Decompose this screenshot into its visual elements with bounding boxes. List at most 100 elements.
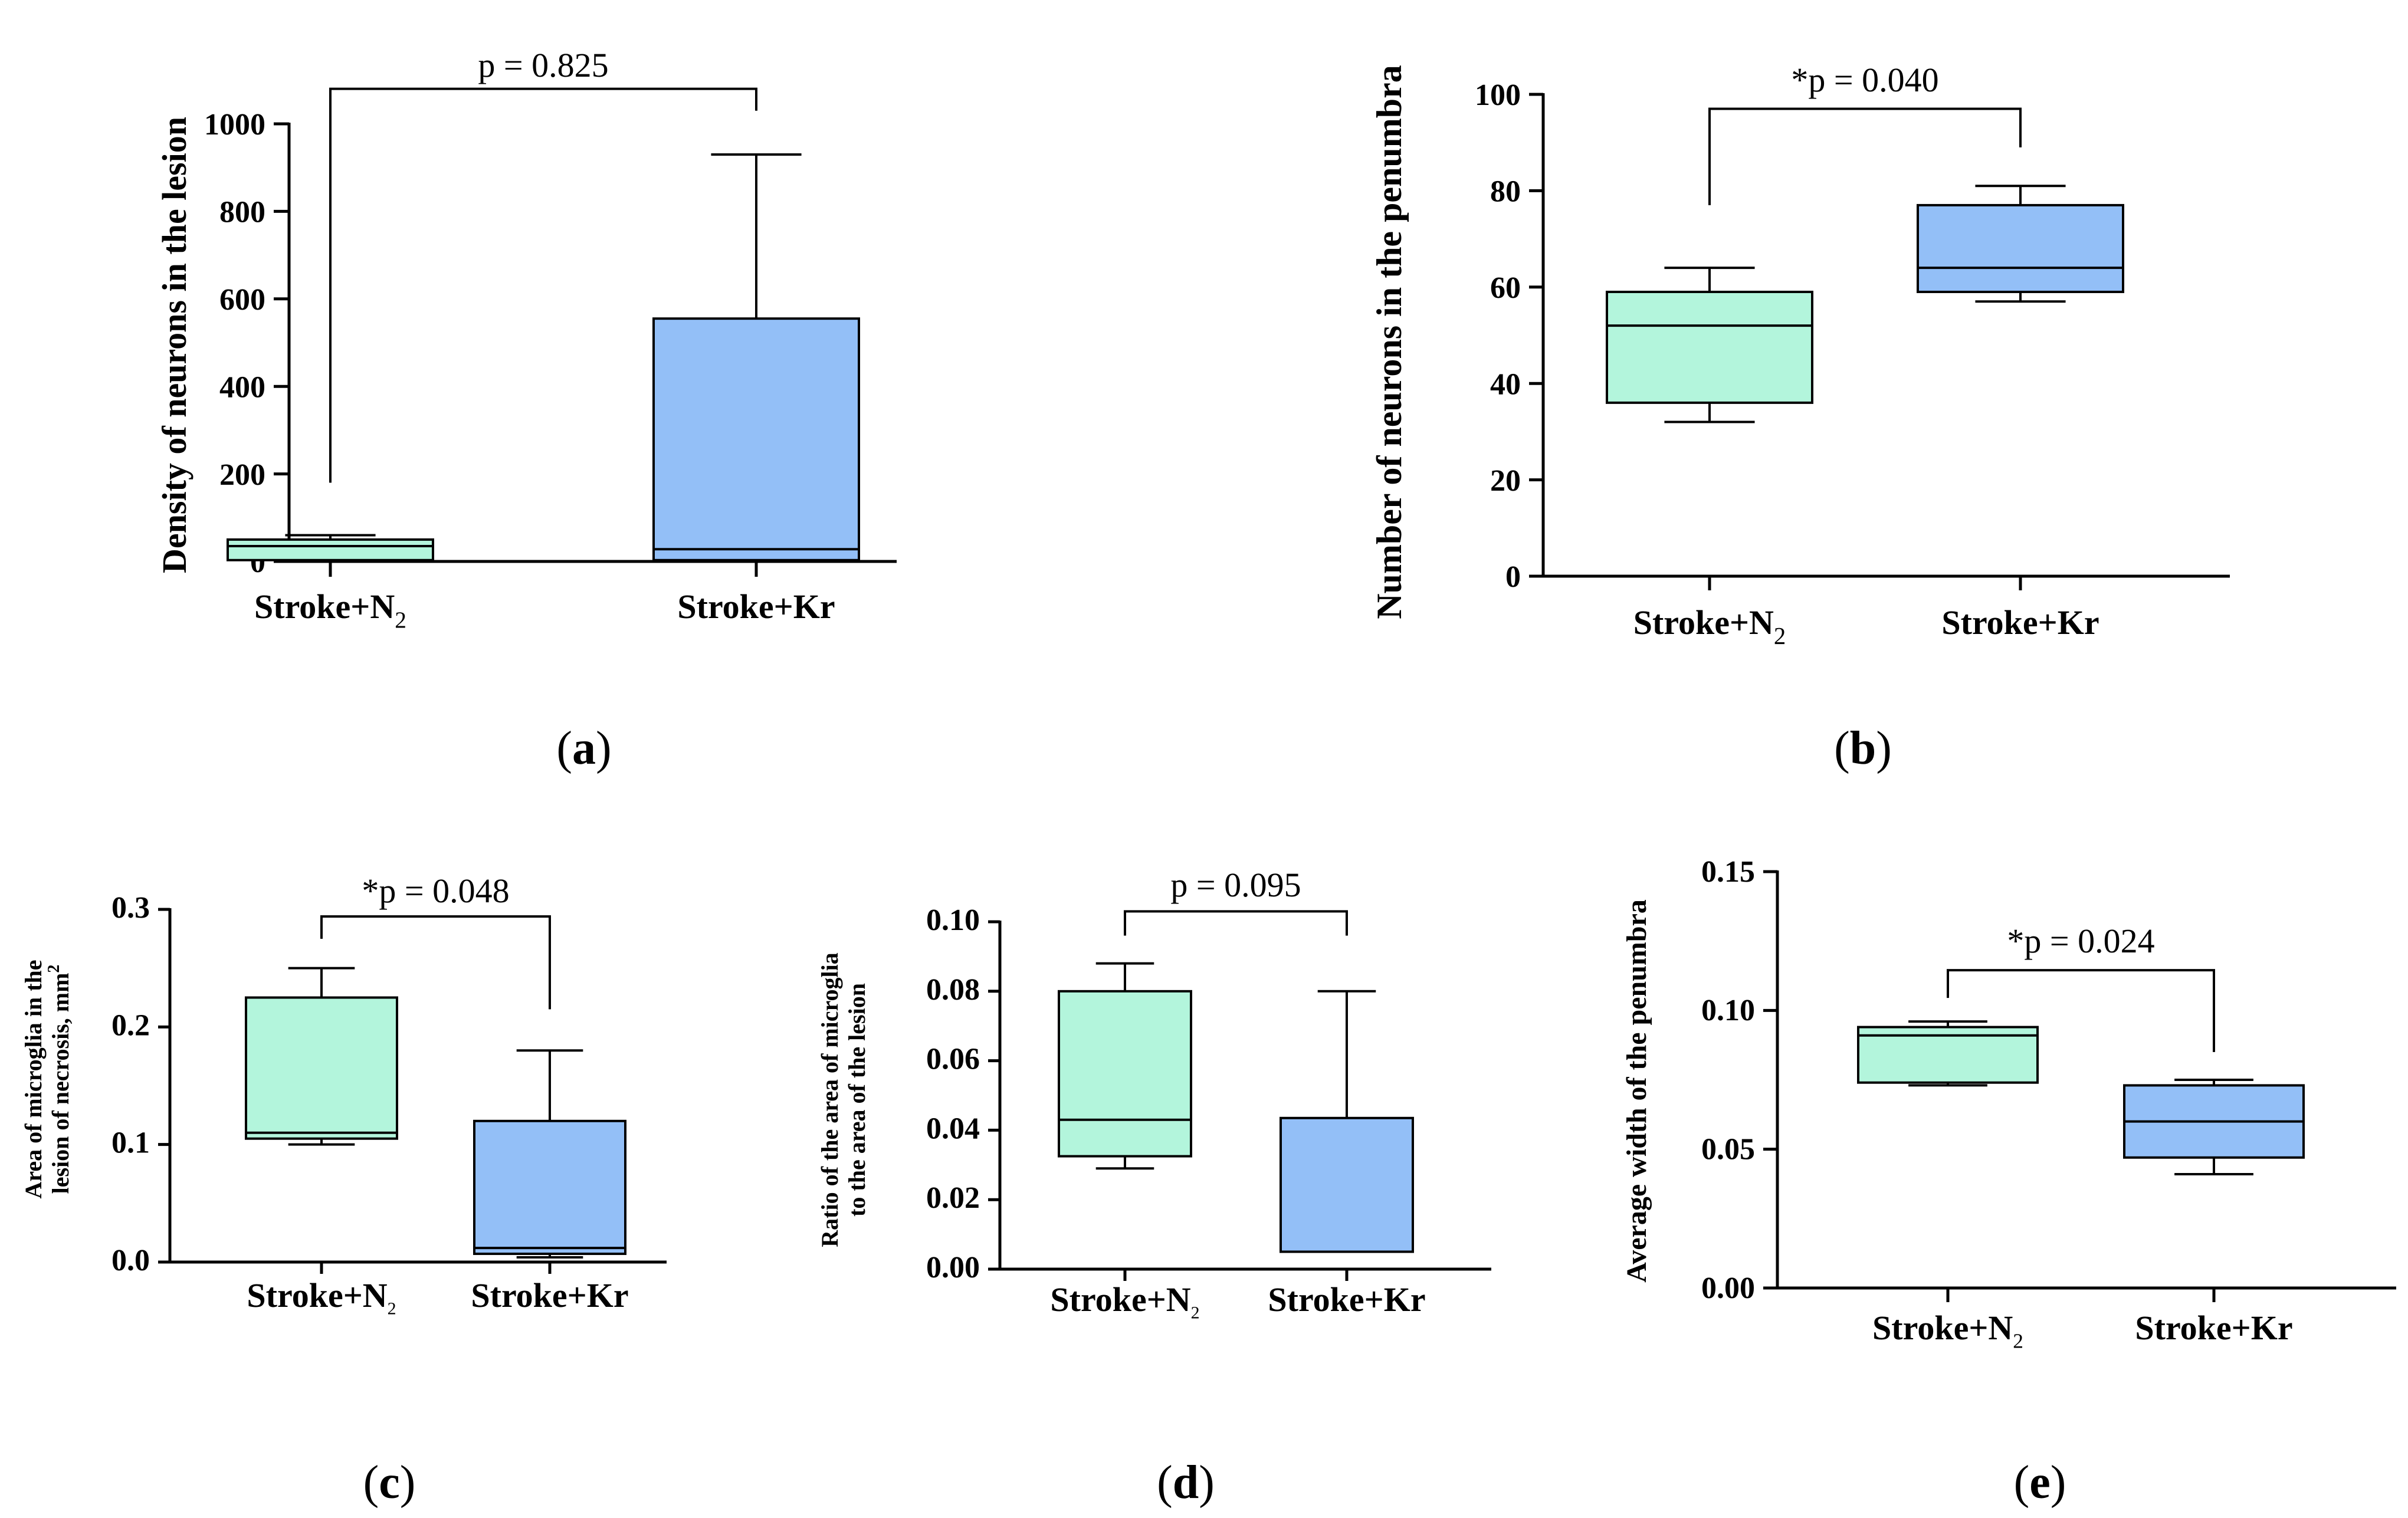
panel-b: 0 20 40 60 80 100 Stroke+N2 Stroke+Kr *p = 0.040… [1370,61,2230,774]
y-axis-label: Number of neurons in the penumbra [1370,65,1409,619]
category-text: Stroke+Kr [1941,603,2099,642]
panel-label-letter: d [1173,1457,1199,1509]
p-value-label: p = 0.095 [1170,866,1301,904]
y-tick-label: 20 [1490,464,1521,498]
p-value-label: p = 0.825 [478,46,608,84]
category-text: Stroke+Kr [2135,1309,2292,1347]
y-axis-label: Average width of the penumbra [1621,899,1652,1283]
panel-e: 0.00 0.05 0.10 0.15 Stroke+N2 Stroke+Kr *p = 0… [1621,855,2396,1509]
x-category-label: Stroke+N2 [1633,603,1786,649]
significance-bracket [1708,107,2022,205]
y-tick-label: 0.06 [926,1043,980,1076]
category-text: Stroke+Kr [471,1276,628,1315]
y-tick-label: 0.10 [1701,994,1755,1027]
box-stroke-n2 [245,996,398,1140]
panel-label: (c) [363,1457,416,1509]
x-category-label: Stroke+N2 [1050,1280,1199,1322]
box-stroke-n2 [1058,990,1192,1158]
panel-label-paren: ( [363,1457,379,1509]
panel-label-letter: e [2029,1457,2051,1509]
y-tick-label: 0.04 [926,1112,980,1145]
panel-label: (d) [1157,1457,1215,1509]
category-subscript: 2 [388,1299,396,1318]
y-tick-label: 60 [1490,271,1521,305]
y-tick-label: 0.10 [926,903,980,937]
y-tick-label: 1000 [204,108,265,142]
category-subscript: 2 [395,607,406,633]
y-axis-label: Density of neurons in the lesion [155,117,193,573]
y-tick-label: 0 [1505,560,1521,594]
y-tick-label: 100 [1475,78,1521,112]
panel-label-paren: ) [1199,1457,1215,1509]
x-category-label: Stroke+N2 [247,1276,396,1318]
p-value-label: *p = 0.048 [362,872,509,910]
y-axis-label-line: lesion of necrosis, mm [47,973,74,1194]
panel-label-paren: ( [556,722,572,774]
x-category-label: Stroke+Kr [2135,1309,2292,1347]
box-stroke-kr [1280,1116,1414,1253]
significance-bracket [329,87,757,483]
y-tick-label: 0.1 [111,1126,150,1160]
y-tick-label: 80 [1490,175,1521,209]
y-tick-label: 600 [219,283,265,317]
box-stroke-kr [1917,203,2124,293]
y-tick-label: 40 [1490,367,1521,401]
category-subscript: 2 [2013,1329,2023,1353]
y-tick-label: 400 [219,370,265,404]
panel-label-paren: ( [1157,1457,1173,1509]
x-category-label: Stroke+N2 [1872,1309,2023,1353]
y-tick-label: 0.15 [1701,855,1755,889]
panel-label-paren: ( [1834,722,1850,774]
box-stroke-n2 [227,538,434,561]
y-tick-label: 200 [219,458,265,492]
y-axis-label-superscript: 2 [45,965,63,973]
panel-label-letter: b [1850,722,1876,774]
panel-label-paren: ) [2051,1457,2066,1509]
p-value-label: *p = 0.040 [1791,61,1938,99]
panel-label-paren: ) [596,722,612,774]
x-category-label: Stroke+Kr [1941,603,2099,642]
y-tick-label: 0.00 [1701,1271,1755,1305]
significance-bracket [1947,969,2215,1052]
panel-label-paren: ) [400,1457,416,1509]
y-tick-label: 0.3 [111,891,150,925]
x-category-label: Stroke+Kr [677,587,835,626]
category-text: Stroke+N [1050,1280,1190,1319]
y-axis-label-line: Ratio of the area of microglia [816,952,843,1247]
category-subscript: 2 [1191,1303,1200,1322]
panel-label-letter: c [379,1457,400,1509]
panel-label: (a) [556,722,611,774]
y-tick-label: 0.08 [926,973,980,1007]
panel-label: (e) [2014,1457,2066,1509]
category-text: Stroke+Kr [677,587,835,626]
y-tick-label: 0.02 [926,1181,980,1215]
box-stroke-kr [652,317,860,561]
y-tick-label: 800 [219,196,265,229]
panel-label-paren: ( [2014,1457,2030,1509]
p-value-label: *p = 0.024 [2007,922,2154,960]
x-category-label: Stroke+Kr [471,1276,628,1315]
x-category-label: Stroke+N2 [254,587,406,633]
category-text: Stroke+N [1633,603,1774,642]
y-axis-label-line: Area of microglia in the [20,960,47,1198]
category-text: Stroke+N [1872,1309,2013,1347]
box-stroke-kr [473,1119,626,1256]
significance-bracket [320,915,551,1010]
panel-label-paren: ) [1876,722,1892,774]
category-text: Stroke+Kr [1268,1280,1425,1319]
y-axis-label: Area of microglia in thelesion of necros… [20,960,74,1198]
x-category-label: Stroke+Kr [1268,1280,1425,1319]
category-text: Stroke+N [247,1276,387,1315]
box-stroke-n2 [1606,290,1813,404]
panel-label-letter: a [572,722,596,774]
significance-bracket [1124,910,1348,936]
y-axis-label-line: to the area of the lesion [844,983,870,1217]
y-tick-label: 0.2 [111,1008,150,1042]
y-tick-label: 0.00 [926,1251,980,1284]
y-tick-label: 0.0 [111,1244,150,1277]
panel-label: (b) [1834,722,1892,774]
y-tick-label: 0.05 [1701,1132,1755,1166]
